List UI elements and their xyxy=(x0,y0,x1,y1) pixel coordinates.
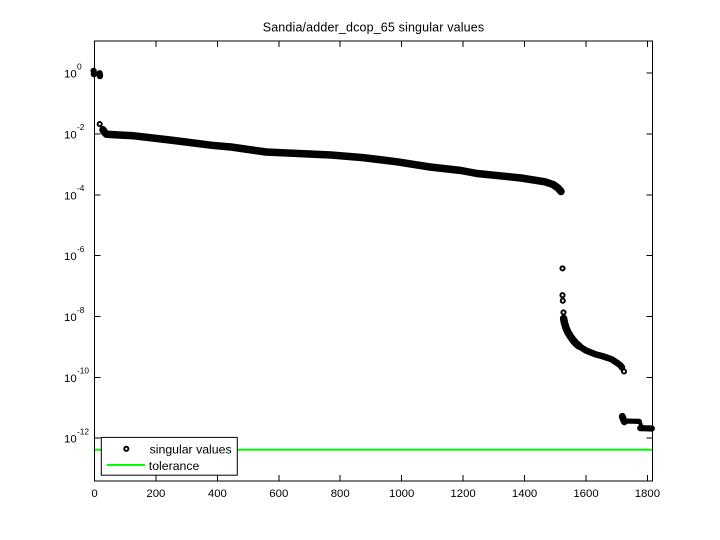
svg-text:800: 800 xyxy=(331,488,350,500)
svg-text:10: 10 xyxy=(64,373,77,385)
svg-text:1800: 1800 xyxy=(635,488,660,500)
svg-text:0: 0 xyxy=(91,488,97,500)
svg-text:10: 10 xyxy=(64,190,77,202)
svg-text:-12: -12 xyxy=(77,427,89,437)
svg-text:1200: 1200 xyxy=(450,488,475,500)
svg-text:10: 10 xyxy=(64,69,77,81)
svg-text:-4: -4 xyxy=(77,183,85,193)
svg-text:Sandia/adder_dcop_65 singular: Sandia/adder_dcop_65 singular values xyxy=(263,21,485,35)
svg-text:0: 0 xyxy=(77,61,82,71)
svg-text:10: 10 xyxy=(64,434,77,446)
svg-text:10: 10 xyxy=(64,312,77,324)
svg-text:400: 400 xyxy=(208,488,227,500)
svg-text:-8: -8 xyxy=(77,305,85,315)
svg-text:10: 10 xyxy=(64,129,77,141)
svg-text:-6: -6 xyxy=(77,244,85,254)
svg-text:tolerance: tolerance xyxy=(149,459,200,473)
svg-text:1000: 1000 xyxy=(389,488,414,500)
svg-text:1600: 1600 xyxy=(573,488,598,500)
svg-text:-2: -2 xyxy=(77,122,85,132)
svg-text:200: 200 xyxy=(146,488,165,500)
svg-text:-10: -10 xyxy=(77,366,89,376)
svg-text:10: 10 xyxy=(64,251,77,263)
svg-text:1400: 1400 xyxy=(512,488,537,500)
svg-text:singular values: singular values xyxy=(150,442,232,456)
svg-text:600: 600 xyxy=(269,488,288,500)
